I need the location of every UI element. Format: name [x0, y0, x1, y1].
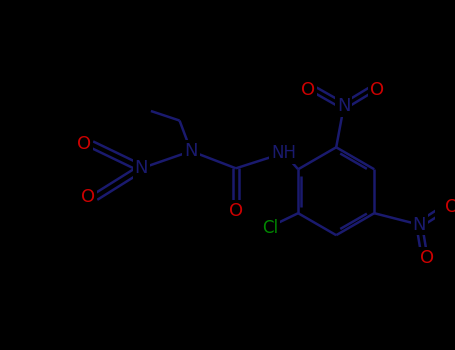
- Text: O: O: [229, 202, 243, 220]
- Text: NH: NH: [271, 144, 296, 162]
- Text: O: O: [301, 81, 316, 99]
- Text: O: O: [370, 81, 384, 99]
- Text: N: N: [337, 97, 351, 115]
- Text: O: O: [420, 249, 434, 267]
- Text: O: O: [77, 135, 91, 153]
- Text: O: O: [445, 198, 455, 216]
- Text: O: O: [81, 188, 95, 206]
- Text: N: N: [184, 142, 198, 160]
- Text: N: N: [412, 216, 426, 234]
- Text: N: N: [135, 159, 148, 177]
- Text: Cl: Cl: [263, 218, 278, 237]
